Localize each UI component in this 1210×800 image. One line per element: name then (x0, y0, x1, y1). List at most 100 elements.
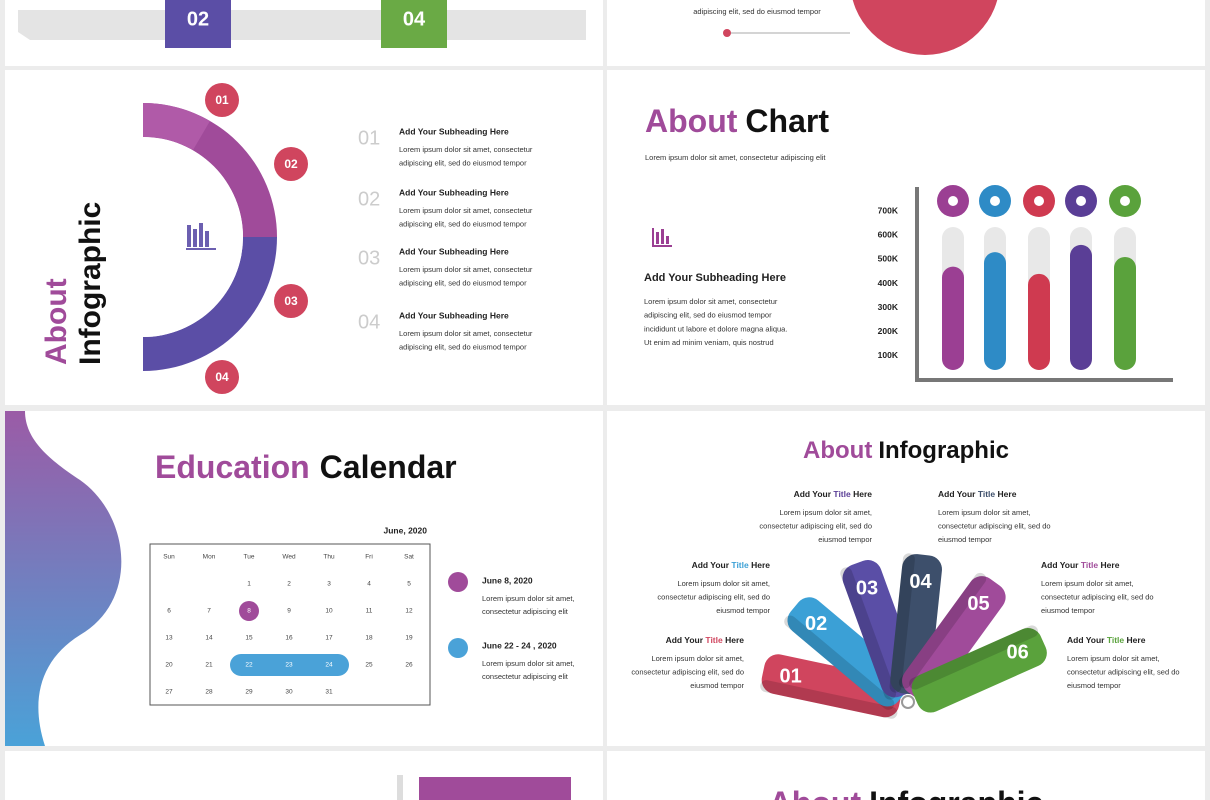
heading-part: Title (1081, 560, 1099, 570)
half-dial (143, 103, 210, 150)
heading-part: Add Your (1067, 635, 1107, 645)
title-word: About (645, 103, 738, 139)
day: 14 (205, 635, 213, 642)
calendar-box (149, 543, 431, 706)
day: 9 (287, 608, 291, 615)
heading-part: Title (978, 489, 996, 499)
heading-part: Here (1124, 635, 1146, 645)
slide-bottom-right (607, 751, 1205, 800)
item-heading: Add Your Title Here (794, 489, 873, 499)
day: 26 (405, 662, 413, 669)
day: 4 (367, 581, 371, 588)
month-label: June, 2020 (384, 525, 428, 535)
body-text: eiusmod tempor (690, 681, 744, 690)
slide-infographic-list (5, 70, 603, 405)
day-highlight (239, 601, 259, 621)
weekday: Wed (282, 554, 296, 561)
blade-shade (889, 553, 915, 693)
day: 6 (167, 608, 171, 615)
item-heading: Add Your Subheading Here (399, 126, 509, 136)
blade: 06 (909, 625, 1047, 713)
day: 28 (205, 689, 213, 696)
body-text: consectetur adipiscing elit (482, 672, 569, 681)
legend-dot (448, 638, 468, 658)
bar (942, 266, 964, 370)
badge-label: 03 (284, 294, 298, 308)
day: 7 (207, 608, 211, 615)
badge (205, 360, 239, 394)
body-text: Lorem ipsum dolor sit amet, consectetur (399, 206, 533, 215)
blade-shade (760, 680, 898, 719)
body-text: Lorem ipsum dolor sit amet, (482, 659, 575, 668)
y-tick-label: 600K (878, 230, 899, 240)
body-text: Lorem ipsum dolor sit amet, consectetur (399, 145, 533, 154)
chart-icon (186, 223, 216, 250)
legend-dot (448, 572, 468, 592)
fan: 01 02 03 04 05 06 (760, 553, 1047, 719)
box (419, 777, 571, 800)
item-heading: Add Your Subheading Here (399, 310, 509, 320)
range-highlight (230, 654, 349, 676)
badge (205, 83, 239, 117)
body-text: Lorem ipsum dolor sit amet, consectetur (399, 329, 533, 338)
badge (274, 284, 308, 318)
day: 18 (365, 635, 373, 642)
weekday: Tue (244, 554, 255, 561)
blade-label: 02 (805, 613, 827, 635)
weekday: Mon (203, 554, 216, 561)
tab (165, 0, 231, 48)
day: 13 (165, 635, 173, 642)
shelf (18, 10, 586, 40)
body-text: consectetur adipiscing elit, sed do (938, 521, 1051, 530)
slide-title: About Chart (645, 103, 829, 139)
blade-label: 01 (779, 665, 801, 687)
body-text: Ut enim ad minim veniam, quis nostrud (644, 338, 774, 347)
heading-part: Title (833, 489, 851, 499)
badge-label: 04 (215, 370, 229, 384)
blade-shade (909, 625, 1039, 690)
y-tick-label: 200K (878, 326, 899, 336)
bar (1114, 256, 1136, 370)
heading-part: Here (995, 489, 1017, 499)
heading-part: Add Your (794, 489, 834, 499)
tab-label: 04 (403, 8, 426, 30)
event-date: June 22 - 24 , 2020 (482, 640, 557, 650)
weekday: Fri (365, 554, 373, 561)
item-number: 02 (358, 188, 380, 210)
chart-icon (652, 228, 672, 247)
day: 1 (247, 581, 251, 588)
title-word: Chart (745, 103, 829, 139)
subheading: Add Your Subheading Here (644, 272, 786, 284)
day: 21 (205, 662, 213, 669)
day: 20 (165, 662, 173, 669)
body-text: eiusmod tempor (818, 535, 872, 544)
item-heading: Add Your Subheading Here (399, 246, 509, 256)
blade-shade (784, 615, 895, 710)
day: 23 (285, 662, 293, 669)
day: 15 (245, 635, 253, 642)
blade-shade (898, 572, 987, 689)
title-word: About (803, 437, 872, 464)
day: 10 (325, 608, 333, 615)
body-text: incididunt ut labore et dolore magna ali… (644, 324, 787, 333)
day: 12 (405, 608, 413, 615)
day: 3 (327, 581, 331, 588)
title-word: About (769, 785, 862, 800)
body-text: consectetur adipiscing elit (482, 607, 569, 616)
title-word: Education (155, 449, 310, 485)
heading-part: Title (705, 635, 723, 645)
bar (1028, 273, 1050, 370)
y-tick-label: 100K (878, 350, 899, 360)
weekday: Sat (404, 554, 414, 561)
blade: 01 (760, 654, 902, 719)
heading-part: Title (1107, 635, 1125, 645)
day: 22 (245, 662, 253, 669)
body-text: Lorem ipsum dolor sit amet, (677, 579, 770, 588)
heading-part: Title (731, 560, 749, 570)
body-text: eiusmod tempor (1067, 681, 1121, 690)
heading-part: Add Your (938, 489, 978, 499)
day: 24 (325, 662, 333, 669)
body-text: adipiscing elit, sed do eiusmod tempor (399, 342, 527, 351)
